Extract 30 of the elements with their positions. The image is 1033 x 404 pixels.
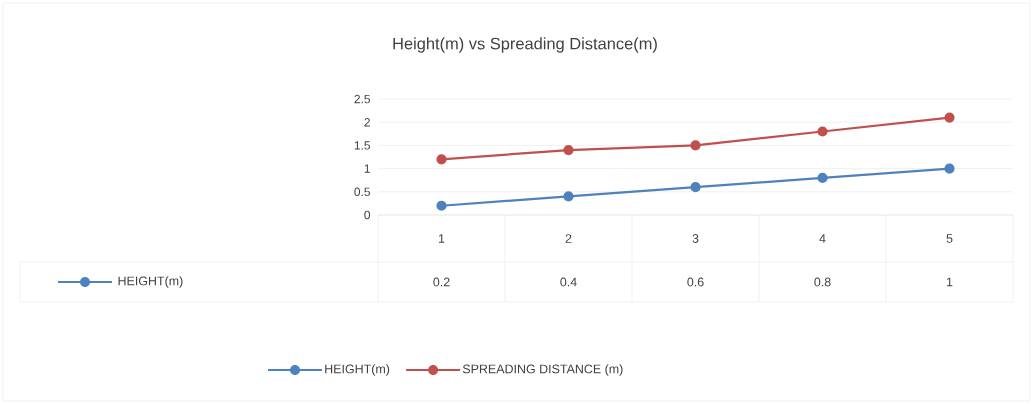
- point: [563, 144, 574, 156]
- data-label: 0.2: [433, 277, 450, 287]
- x-tick-label: 5: [946, 234, 953, 243]
- x-tick-label: 3: [692, 234, 699, 243]
- y-tick-label: 1: [364, 164, 370, 173]
- x-tick-label: 2: [565, 234, 572, 243]
- chart-title: Height(m) vs Spreading Distance(m): [393, 37, 657, 53]
- x-tick-label: 4: [819, 234, 826, 243]
- data-label: 0.4: [560, 277, 577, 287]
- x-tick-label: 1: [439, 234, 445, 243]
- text: HEIGHT(m): [118, 276, 183, 288]
- legend-label: SPREADING DISTANCE (m): [462, 364, 623, 376]
- point: [944, 163, 955, 174]
- point: [436, 154, 447, 165]
- point: [563, 191, 574, 202]
- point: [690, 140, 701, 151]
- y-tick-label: 0: [364, 210, 371, 220]
- data-label: 1: [947, 277, 953, 287]
- point: [436, 200, 447, 211]
- y-tick-label: 2: [364, 118, 370, 127]
- point: [944, 112, 955, 123]
- point: [817, 126, 828, 137]
- point: [690, 182, 701, 193]
- data-label: 0.6: [687, 277, 704, 287]
- point: [817, 172, 828, 183]
- legend-label: HEIGHT(m): [325, 364, 390, 376]
- y-tick-label: 0.5: [354, 187, 370, 197]
- y-tick-label: 1.5: [354, 141, 370, 150]
- y-tick-label: 2.5: [354, 94, 370, 104]
- data-label: 0.8: [814, 277, 831, 287]
